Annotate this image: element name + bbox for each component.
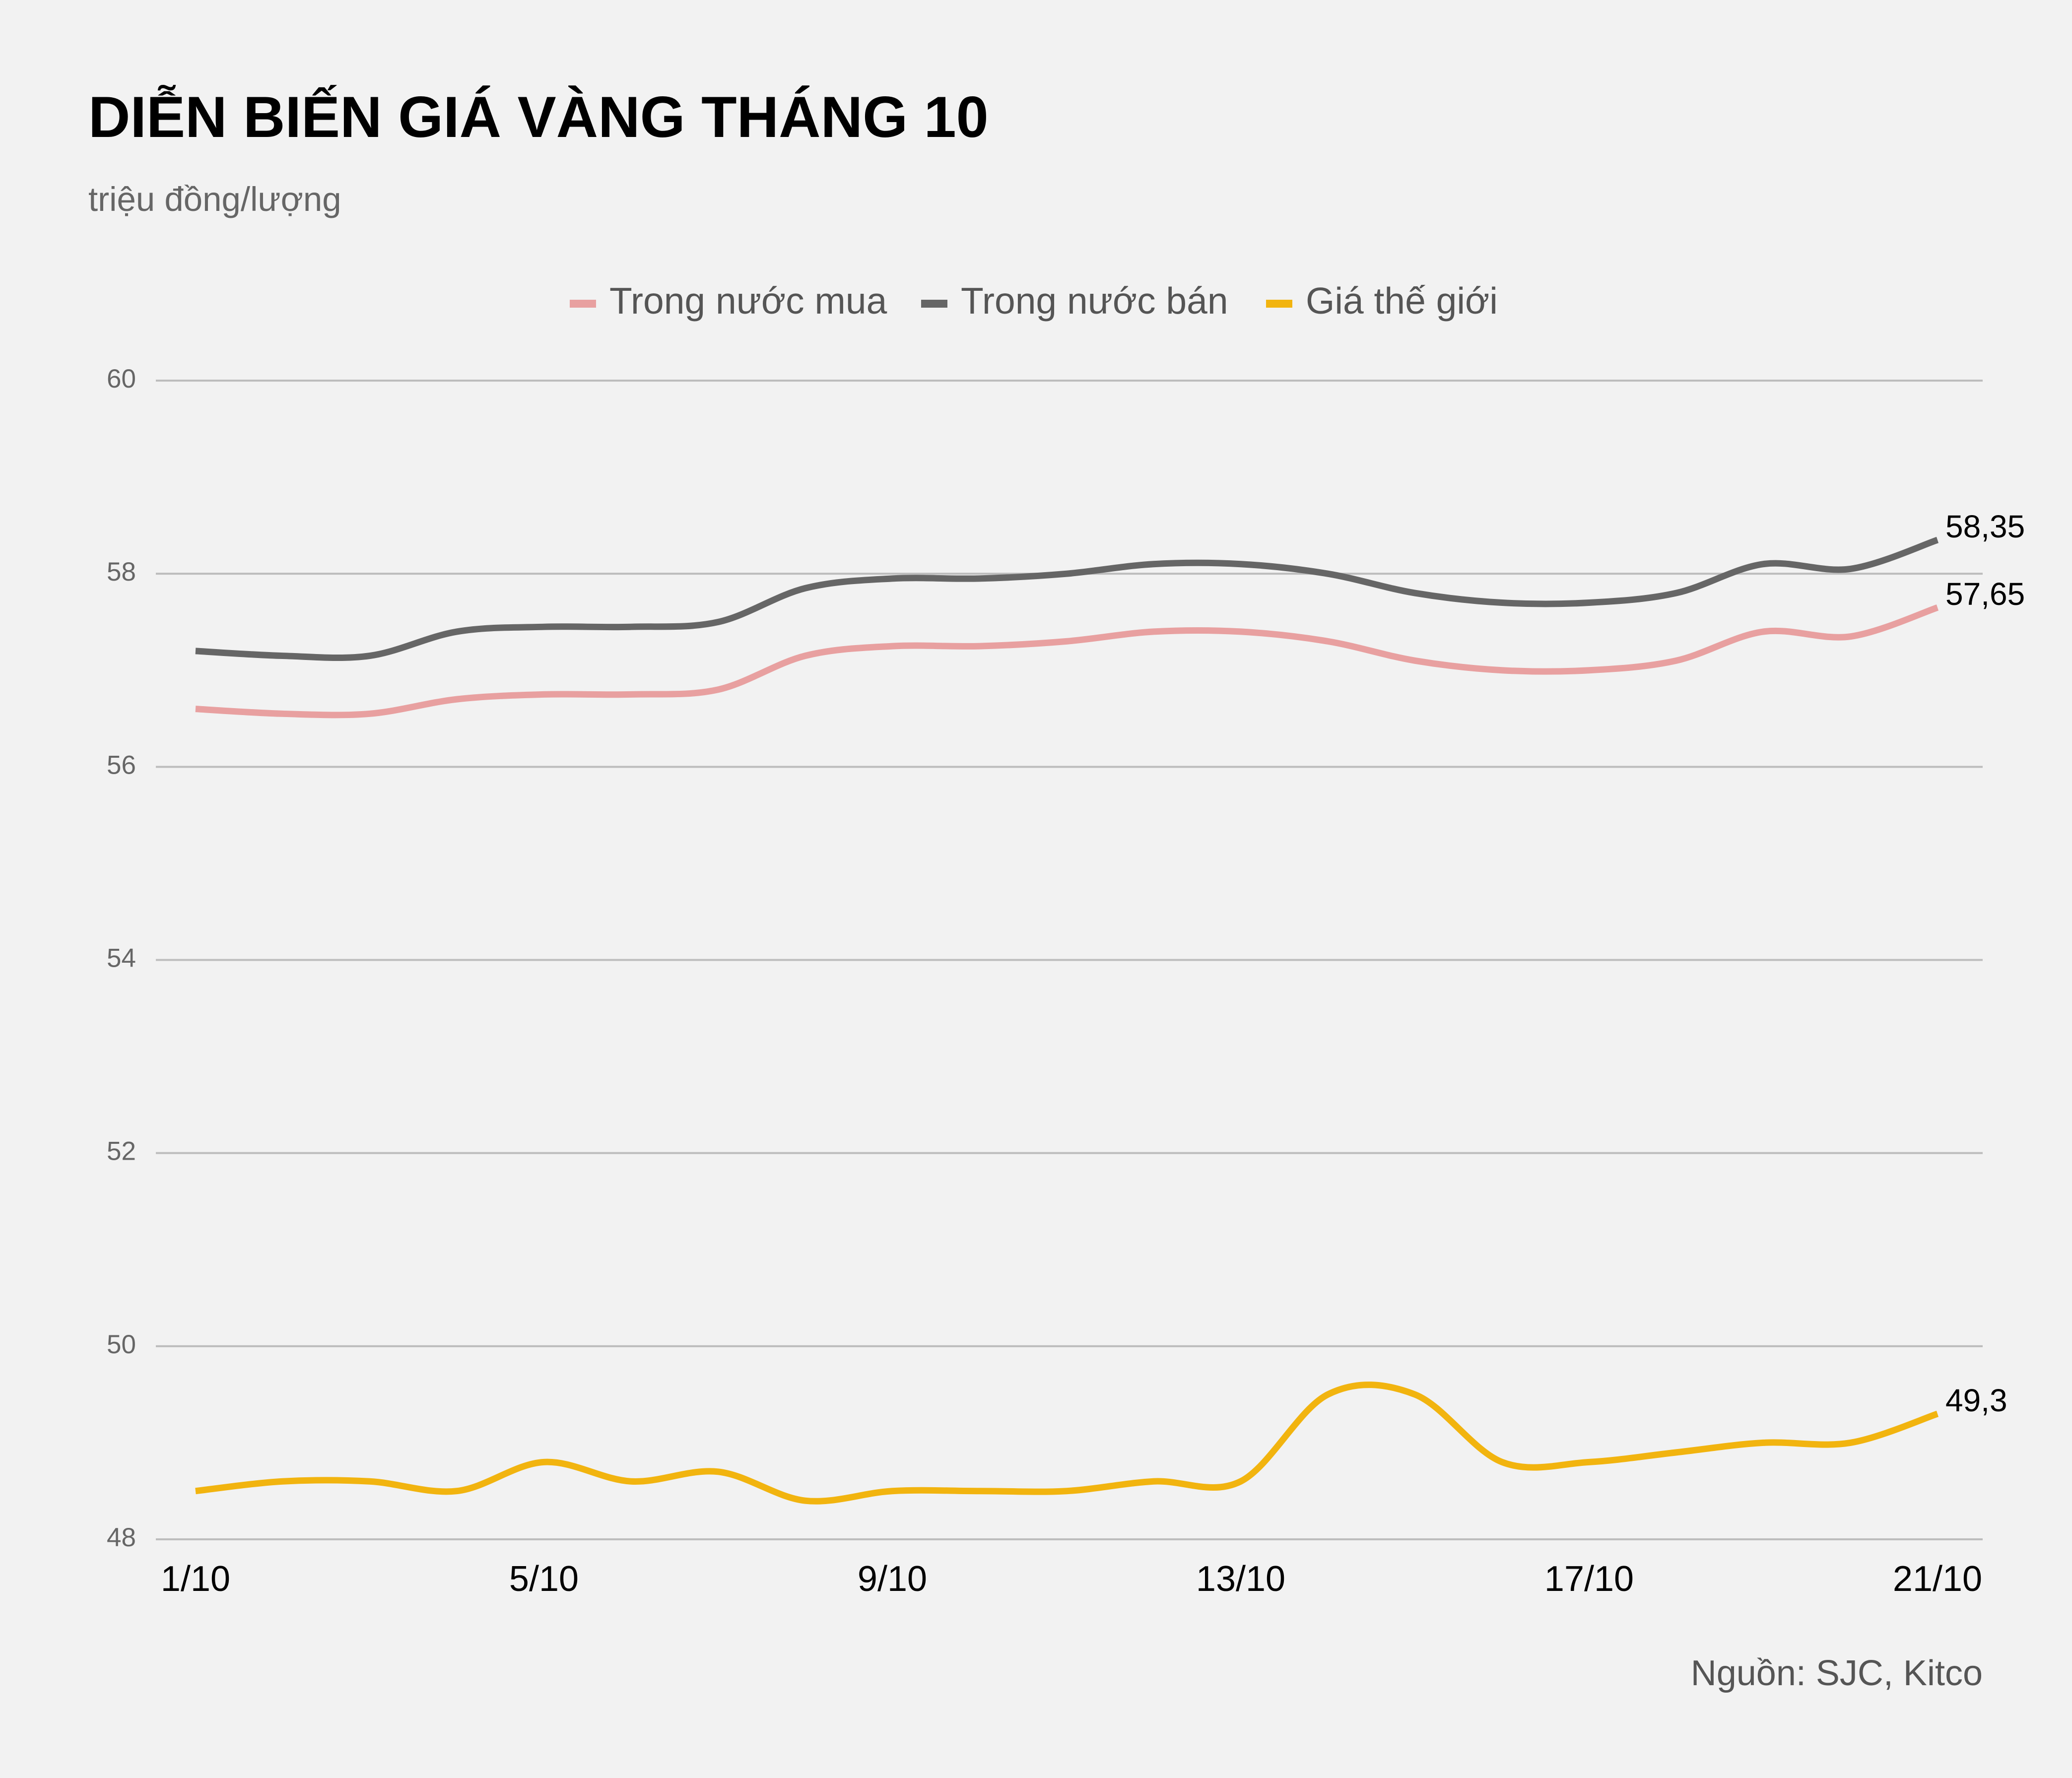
legend-label: Trong nước mua (609, 280, 887, 322)
value-label: 57,65 (1945, 576, 2025, 612)
chart-subtitle: triệu đồng/lượng (88, 180, 341, 218)
x-tick-label: 13/10 (1196, 1559, 1285, 1599)
value-label: 49,3 (1945, 1383, 2007, 1418)
value-label: 58,35 (1945, 509, 2025, 544)
series-line (195, 1382, 1939, 1505)
y-tick-label: 52 (107, 1137, 136, 1166)
x-tick-label: 21/10 (1893, 1559, 1982, 1599)
y-tick-label: 50 (107, 1330, 136, 1359)
x-tick-label: 1/10 (161, 1559, 230, 1599)
y-tick-label: 56 (107, 750, 136, 780)
y-tick-label: 54 (107, 944, 136, 973)
series-line (195, 604, 1939, 719)
chart-title: DIỄN BIẾN GIÁ VÀNG THÁNG 10 (88, 84, 989, 149)
x-tick-label: 5/10 (509, 1559, 579, 1599)
series-line (195, 536, 1939, 661)
y-tick-label: 58 (107, 557, 136, 587)
source: Nguồn: SJC, Kitco (1691, 1653, 1983, 1693)
y-tick-label: 48 (107, 1523, 136, 1552)
legend-label: Giá thế giới (1306, 280, 1498, 322)
legend-label: Trong nước bán (961, 280, 1228, 322)
x-tick-label: 9/10 (858, 1559, 927, 1599)
x-tick-label: 17/10 (1544, 1559, 1634, 1599)
y-tick-label: 60 (107, 364, 136, 394)
